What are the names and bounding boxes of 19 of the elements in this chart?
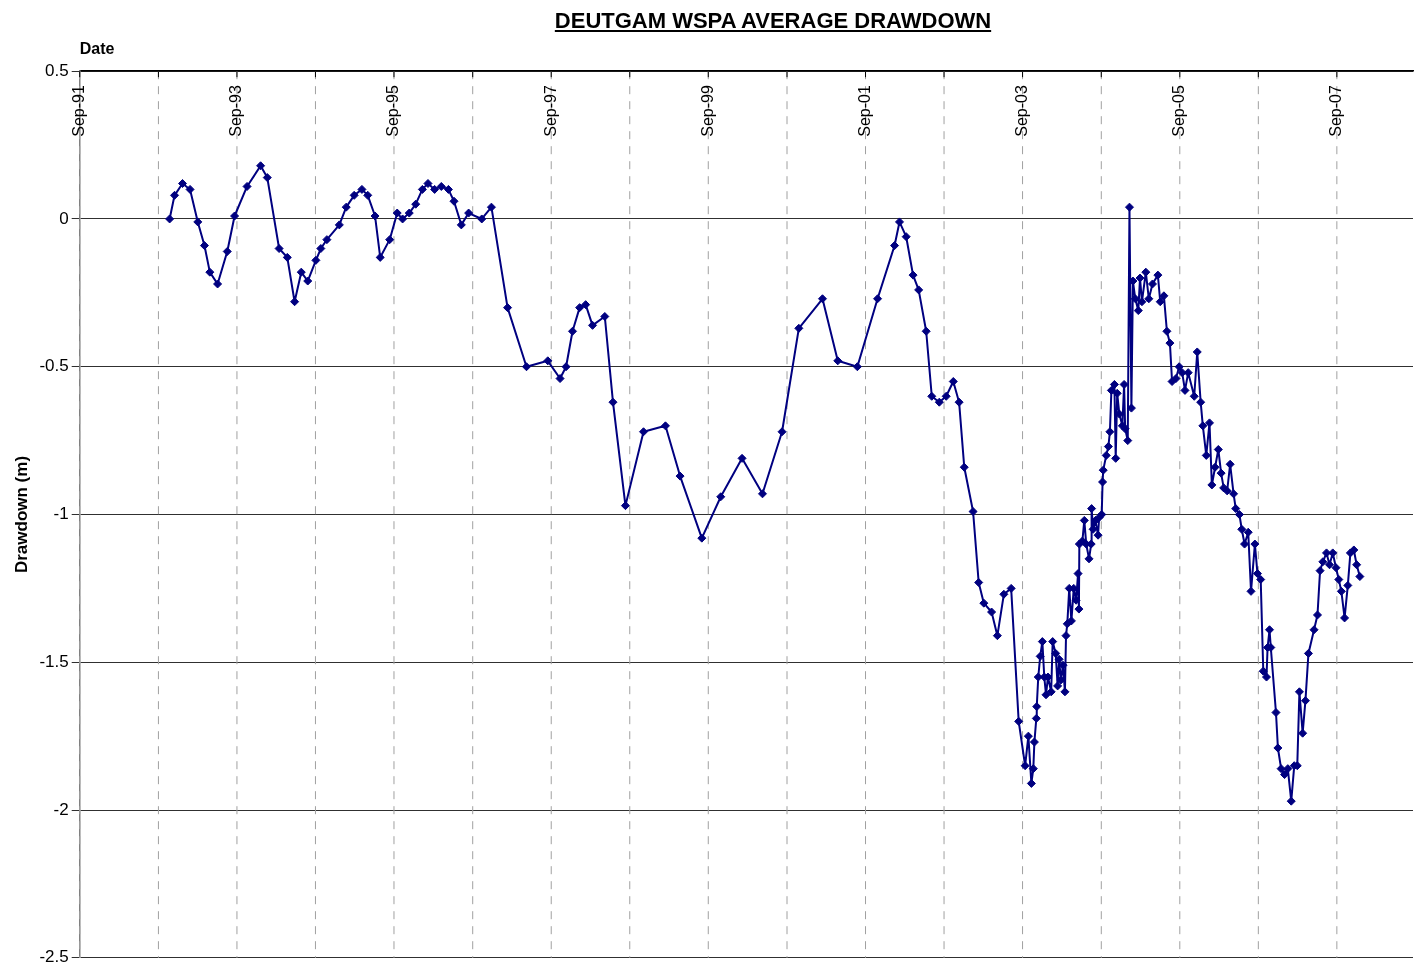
x-tick-label: Sep-93 [227,85,245,137]
y-tick-label: -0.5 [39,356,69,376]
y-tick-label: -1.5 [39,651,69,671]
x-tick-label: Sep-99 [698,85,716,137]
x-axis-title: Date [79,40,115,58]
x-tick-label: Sep-95 [384,85,402,137]
y-axis-title: Drawdown (m) [11,455,31,574]
x-tick-label: Sep-07 [1327,85,1345,137]
x-tick-label: Sep-03 [1012,85,1030,137]
x-tick-label: Sep-05 [1170,85,1188,137]
y-tick-label: -2.5 [39,947,69,967]
y-tick-label: 0 [59,208,69,228]
y-tick-label: 0.5 [45,60,69,80]
x-tick-label: Sep-91 [70,85,88,137]
y-tick-label: -1 [53,504,69,524]
x-tick-label: Sep-97 [541,85,559,137]
x-tick-label: Sep-01 [855,85,873,137]
chart-title: DEUTGAM WSPA AVERAGE DRAWDOWN [553,8,993,35]
y-tick-label: -2 [53,799,69,819]
